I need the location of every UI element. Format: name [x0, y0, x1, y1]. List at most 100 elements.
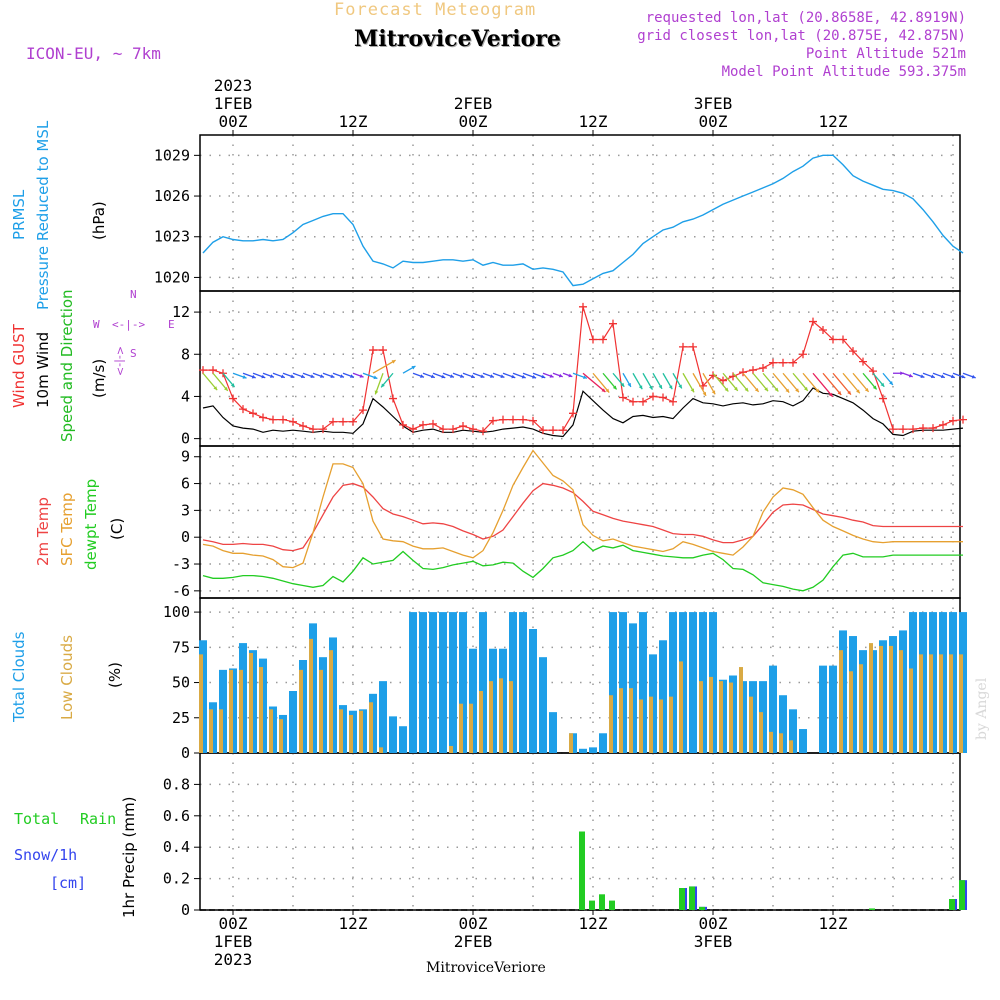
gust-marker — [199, 366, 207, 375]
low-cloud-bar — [359, 710, 363, 753]
low-cloud-bar — [959, 654, 963, 753]
product-title: Forecast Meteogram — [334, 0, 537, 20]
panel-frame — [199, 134, 961, 292]
gust-marker — [899, 425, 907, 434]
gust-marker — [919, 424, 927, 433]
total-cloud-bar — [779, 695, 787, 753]
y-tick-label: 25 — [172, 709, 190, 727]
wind-arrow-head — [880, 382, 885, 387]
wind-direction-arrow — [802, 372, 820, 393]
bottom-axis-label: 12Z — [339, 914, 368, 933]
gust-marker — [599, 335, 607, 344]
low-cloud-bar — [269, 709, 273, 753]
y-tick-label: 4 — [181, 387, 190, 405]
total-clouds-label: Total Clouds — [10, 631, 28, 722]
total-cloud-bar — [769, 665, 777, 753]
compass-west: W — [93, 318, 100, 331]
wind-arrow-head — [856, 389, 860, 394]
snow-unit-label: [cm] — [50, 874, 87, 892]
wind-direction-arrow — [862, 372, 878, 390]
wind-arrow-head — [847, 390, 851, 395]
wind-direction-arrow — [742, 372, 760, 393]
bottom-axis-label: 2023 — [214, 950, 253, 969]
low-cloud-bar — [709, 676, 713, 753]
low-cloud-bar — [379, 747, 383, 753]
wind-arrow-head — [532, 375, 537, 379]
wind-arrow-head — [558, 373, 563, 378]
low-cloud-bar — [499, 678, 503, 753]
low-cloud-bar — [259, 667, 263, 753]
gust-marker — [929, 424, 937, 433]
gust-marker — [769, 358, 777, 367]
low-cloud-bar — [749, 696, 753, 753]
wind-arrow-head — [290, 374, 295, 379]
rain-bar — [699, 906, 705, 910]
low-cloud-bar — [329, 650, 333, 753]
wind-gust-line — [203, 306, 964, 432]
wind-gust-label: Wind GUST — [10, 324, 28, 408]
gust-marker — [619, 393, 627, 402]
low-cloud-bar — [659, 699, 663, 753]
y-tick-label: 50 — [172, 674, 190, 692]
total-cloud-bar — [589, 747, 597, 753]
wind-arrow-head — [280, 374, 285, 379]
total-cloud-bar — [669, 612, 677, 753]
total-cloud-bar — [829, 665, 837, 753]
low-cloud-bar — [619, 688, 623, 753]
total-cloud-bar — [579, 748, 587, 753]
gust-marker — [779, 358, 787, 367]
gust-marker — [269, 415, 277, 424]
gust-marker — [739, 368, 747, 377]
low-cloud-bar — [459, 703, 463, 753]
gust-marker — [519, 415, 527, 424]
low-cloud-bar — [739, 667, 743, 753]
wind-10m-label: 10m Wind — [34, 331, 52, 408]
total-cloud-bar — [289, 691, 297, 753]
wind-arrow-head — [774, 387, 779, 392]
y-tick-label: 0.8 — [163, 775, 190, 793]
low-cloud-bar — [729, 682, 733, 753]
wind-arrow-head — [310, 374, 315, 379]
wind-arrow-head — [441, 374, 446, 379]
low-cloud-bar — [869, 643, 873, 753]
gust-marker — [239, 405, 247, 414]
rain-bar — [579, 831, 585, 910]
wind-direction-arrow — [702, 372, 716, 395]
total-cloud-bar — [479, 612, 487, 753]
total-cloud-bar — [619, 612, 627, 753]
wind-arrow-head — [350, 374, 354, 378]
gust-marker — [249, 409, 257, 418]
wind-arrow-head — [940, 374, 945, 379]
gust-marker — [339, 417, 347, 426]
wind-arrow-head — [359, 374, 364, 378]
y-tick-label: 0 — [181, 430, 190, 448]
total-cloud-bar — [659, 640, 667, 753]
top-axis-label: 00Z — [459, 112, 488, 131]
gust-marker — [709, 371, 717, 380]
rain-label: Rain — [80, 810, 117, 828]
gust-marker — [329, 417, 337, 426]
compass-north: N — [130, 288, 137, 301]
wind-direction-arrow — [732, 372, 749, 392]
total-cloud-bar — [639, 612, 647, 753]
wind-arrow-head — [785, 388, 790, 393]
temp-sfc-label: SFC Temp — [58, 492, 76, 566]
gust-marker — [419, 420, 427, 429]
gust-marker — [579, 302, 587, 311]
low-cloud-bar — [449, 745, 453, 753]
gust-marker — [559, 426, 567, 435]
bottom-axis-label: 00Z — [459, 914, 488, 933]
y-tick-label: 1026 — [154, 187, 190, 205]
point-altitude: Point Altitude 521m — [805, 46, 966, 62]
gust-marker — [539, 426, 547, 435]
wind-arrow-head — [541, 374, 546, 379]
wind-arrow-head — [582, 375, 587, 379]
wind-arrow-head — [330, 374, 335, 379]
panel-frame — [199, 445, 961, 599]
wind-direction-arrow — [722, 372, 739, 392]
gust-marker — [279, 415, 287, 424]
y-tick-label: -6 — [172, 582, 190, 600]
wind-arrow-head — [251, 374, 256, 379]
total-cloud-bar — [609, 612, 617, 753]
gust-marker — [799, 350, 807, 359]
